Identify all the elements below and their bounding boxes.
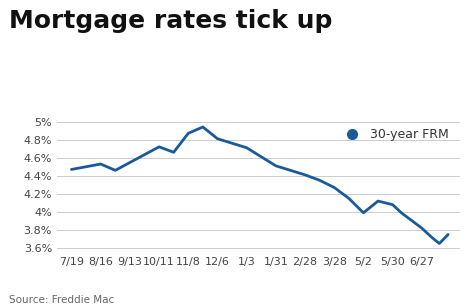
Legend: 30-year FRM: 30-year FRM	[335, 123, 454, 146]
Text: Source: Freddie Mac: Source: Freddie Mac	[9, 295, 115, 305]
Text: Mortgage rates tick up: Mortgage rates tick up	[9, 9, 333, 33]
